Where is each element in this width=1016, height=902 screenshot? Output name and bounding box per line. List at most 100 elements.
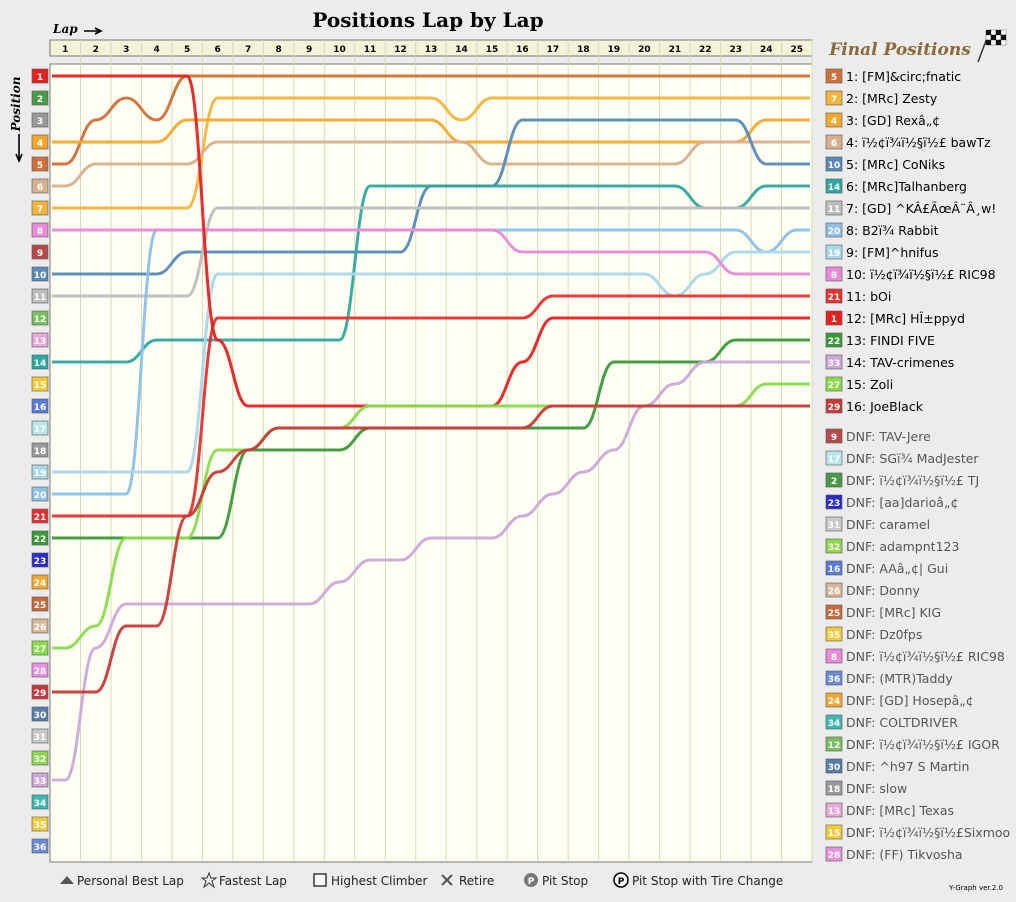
finisher-name: 13: FINDI FIVE: [846, 333, 935, 348]
start-badge-label: 31: [34, 733, 47, 743]
start-badge-label: 26: [34, 623, 47, 633]
dnf-name: DNF: Dz0fps: [846, 627, 922, 642]
start-badge: [31, 662, 49, 678]
series-line: [52, 96, 810, 210]
dnf-badge: [825, 758, 843, 774]
start-badge-label: 13: [34, 337, 47, 347]
dnf-badge: [825, 428, 843, 444]
lap-tick-label: 11: [364, 45, 377, 55]
start-badge: [31, 288, 49, 304]
plot-area: [49, 63, 813, 863]
start-badge: [31, 618, 49, 634]
dnf-badge-label: 30: [828, 763, 841, 773]
lap-tick-label: 8: [275, 45, 281, 55]
lap-arrow: [84, 27, 103, 35]
pit-icon: [524, 873, 538, 887]
series-line: [52, 74, 810, 166]
dnf-name: DNF: COLTDRIVER: [846, 715, 958, 730]
dnf-badge-label: 18: [828, 785, 841, 795]
lap-tick-label: 14: [455, 45, 468, 55]
final-badge: [825, 134, 843, 150]
final-badge-label: 7: [831, 95, 837, 105]
final-badge-label: 14: [828, 183, 841, 193]
dnf-badge: [825, 582, 843, 598]
finisher-name: 6: [MRc]Talhanberg: [846, 179, 967, 194]
start-badge: [31, 112, 49, 128]
dnf-name: DNF: ï½¢ï¾ï½§ï½£ TJ: [846, 473, 979, 488]
square-icon: [313, 873, 327, 887]
start-badge-label: 27: [34, 645, 47, 655]
series-line: [52, 404, 810, 694]
start-badge-label: 19: [34, 469, 47, 479]
final-badge: [825, 310, 843, 326]
lap-tick-label: 16: [516, 45, 529, 55]
start-badge: [31, 200, 49, 216]
start-badge: [31, 552, 49, 568]
dnf-badge-label: 15: [828, 829, 841, 839]
dnf-badge-label: 8: [831, 653, 837, 663]
start-badge: [31, 640, 49, 656]
lap-tick-label: 3: [123, 45, 129, 55]
dnf-name: DNF: SGï¾ MadJester: [846, 451, 979, 466]
dnf-badge: [825, 560, 843, 576]
legend-label: Pit Stop: [542, 874, 588, 888]
legend-label: Fastest Lap: [219, 874, 287, 888]
start-badge-label: 29: [34, 689, 47, 699]
dnf-badge-label: 28: [828, 851, 841, 861]
start-badge: [31, 530, 49, 546]
start-badge: [31, 376, 49, 392]
lap-tick-label: 25: [790, 45, 803, 55]
lap-tick-label: 7: [245, 45, 251, 55]
final-badge-label: 6: [831, 139, 837, 149]
finisher-name: 14: TAV-crimenes: [846, 355, 954, 370]
start-badge-label: 5: [37, 161, 43, 171]
start-badge: [31, 464, 49, 480]
dnf-badge-label: 24: [828, 697, 841, 707]
start-badge: [31, 266, 49, 282]
start-badge-label: 7: [37, 205, 43, 215]
dnf-badge-label: 32: [828, 543, 841, 553]
finisher-name: 4: ï½¢ï¾ï½§ï½£ bawTz: [846, 135, 991, 150]
final-badge: [825, 354, 843, 370]
start-badge-label: 24: [34, 579, 47, 589]
start-badge-label: 2: [37, 95, 43, 105]
start-badge-label: 23: [34, 557, 47, 567]
finisher-name: 2: [MRc] Zesty: [846, 91, 938, 106]
start-badge-label: 16: [34, 403, 47, 413]
dnf-name: DNF: ^h97 S Martin: [846, 759, 969, 774]
start-badge-label: 25: [34, 601, 47, 611]
start-badge: [31, 772, 49, 788]
dnf-badge: [825, 802, 843, 818]
final-badge: [825, 376, 843, 392]
lap-tick-label: 22: [699, 45, 712, 55]
finisher-name: 10: ï½¢ï¾ï½§ï½£ RIC98: [846, 267, 996, 282]
start-badge: [31, 684, 49, 700]
final-badge-label: 21: [828, 293, 841, 303]
dnf-name: DNF: adampnt123: [846, 539, 959, 554]
final-badge-label: 29: [828, 403, 841, 413]
dnf-name: DNF: [MRc] Texas: [846, 803, 954, 818]
dnf-name: DNF: [MRc] KIG: [846, 605, 941, 620]
dnf-badge-label: 26: [828, 587, 841, 597]
final-badge: [825, 112, 843, 128]
start-badge-label: 17: [34, 425, 47, 435]
finisher-name: 7: [GD] ^KÂ£ÃœÂ¨Â¸w!: [846, 201, 996, 216]
start-badge-label: 8: [37, 227, 43, 237]
final-badge-label: 11: [828, 205, 841, 215]
dnf-badge-label: 31: [828, 521, 841, 531]
dnf-badge-label: 23: [828, 499, 841, 509]
final-badge: [825, 68, 843, 84]
finisher-name: 3: [GD] Rexâ„¢: [846, 113, 940, 128]
dnf-badge: [825, 692, 843, 708]
series-line: [52, 206, 810, 298]
start-badge: [31, 222, 49, 238]
start-badge: [31, 816, 49, 832]
lap-tick-label: 19: [608, 45, 621, 55]
dnf-name: DNF: slow: [846, 781, 907, 796]
triangle-icon: [60, 876, 74, 884]
lap-tick-label: 2: [93, 45, 99, 55]
legend-label: Personal Best Lap: [77, 874, 184, 888]
start-badge-label: 15: [34, 381, 47, 391]
